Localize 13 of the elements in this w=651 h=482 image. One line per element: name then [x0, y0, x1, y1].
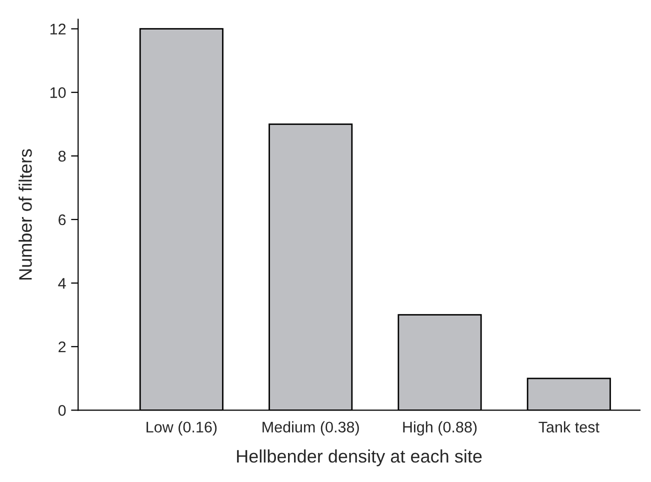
x-tick-label: Low (0.16): [146, 421, 217, 436]
y-tick-label: 8: [58, 150, 66, 162]
y-tick-label: 4: [58, 278, 66, 289]
y-tick-label: 0: [58, 405, 66, 416]
x-axis-title: Hellbender density at each site: [237, 449, 482, 466]
y-tick-label: 12: [50, 24, 66, 34]
y-tick-label: 10: [50, 87, 66, 98]
y-axis-title: Number of filters: [18, 149, 32, 280]
y-tick-label: 6: [58, 214, 66, 226]
x-tick-label: Tank test: [538, 421, 600, 433]
y-tick-label: 2: [58, 341, 66, 352]
x-tick-label: Medium (0.38): [262, 421, 359, 436]
x-tick-label: High (0.88): [403, 421, 477, 436]
